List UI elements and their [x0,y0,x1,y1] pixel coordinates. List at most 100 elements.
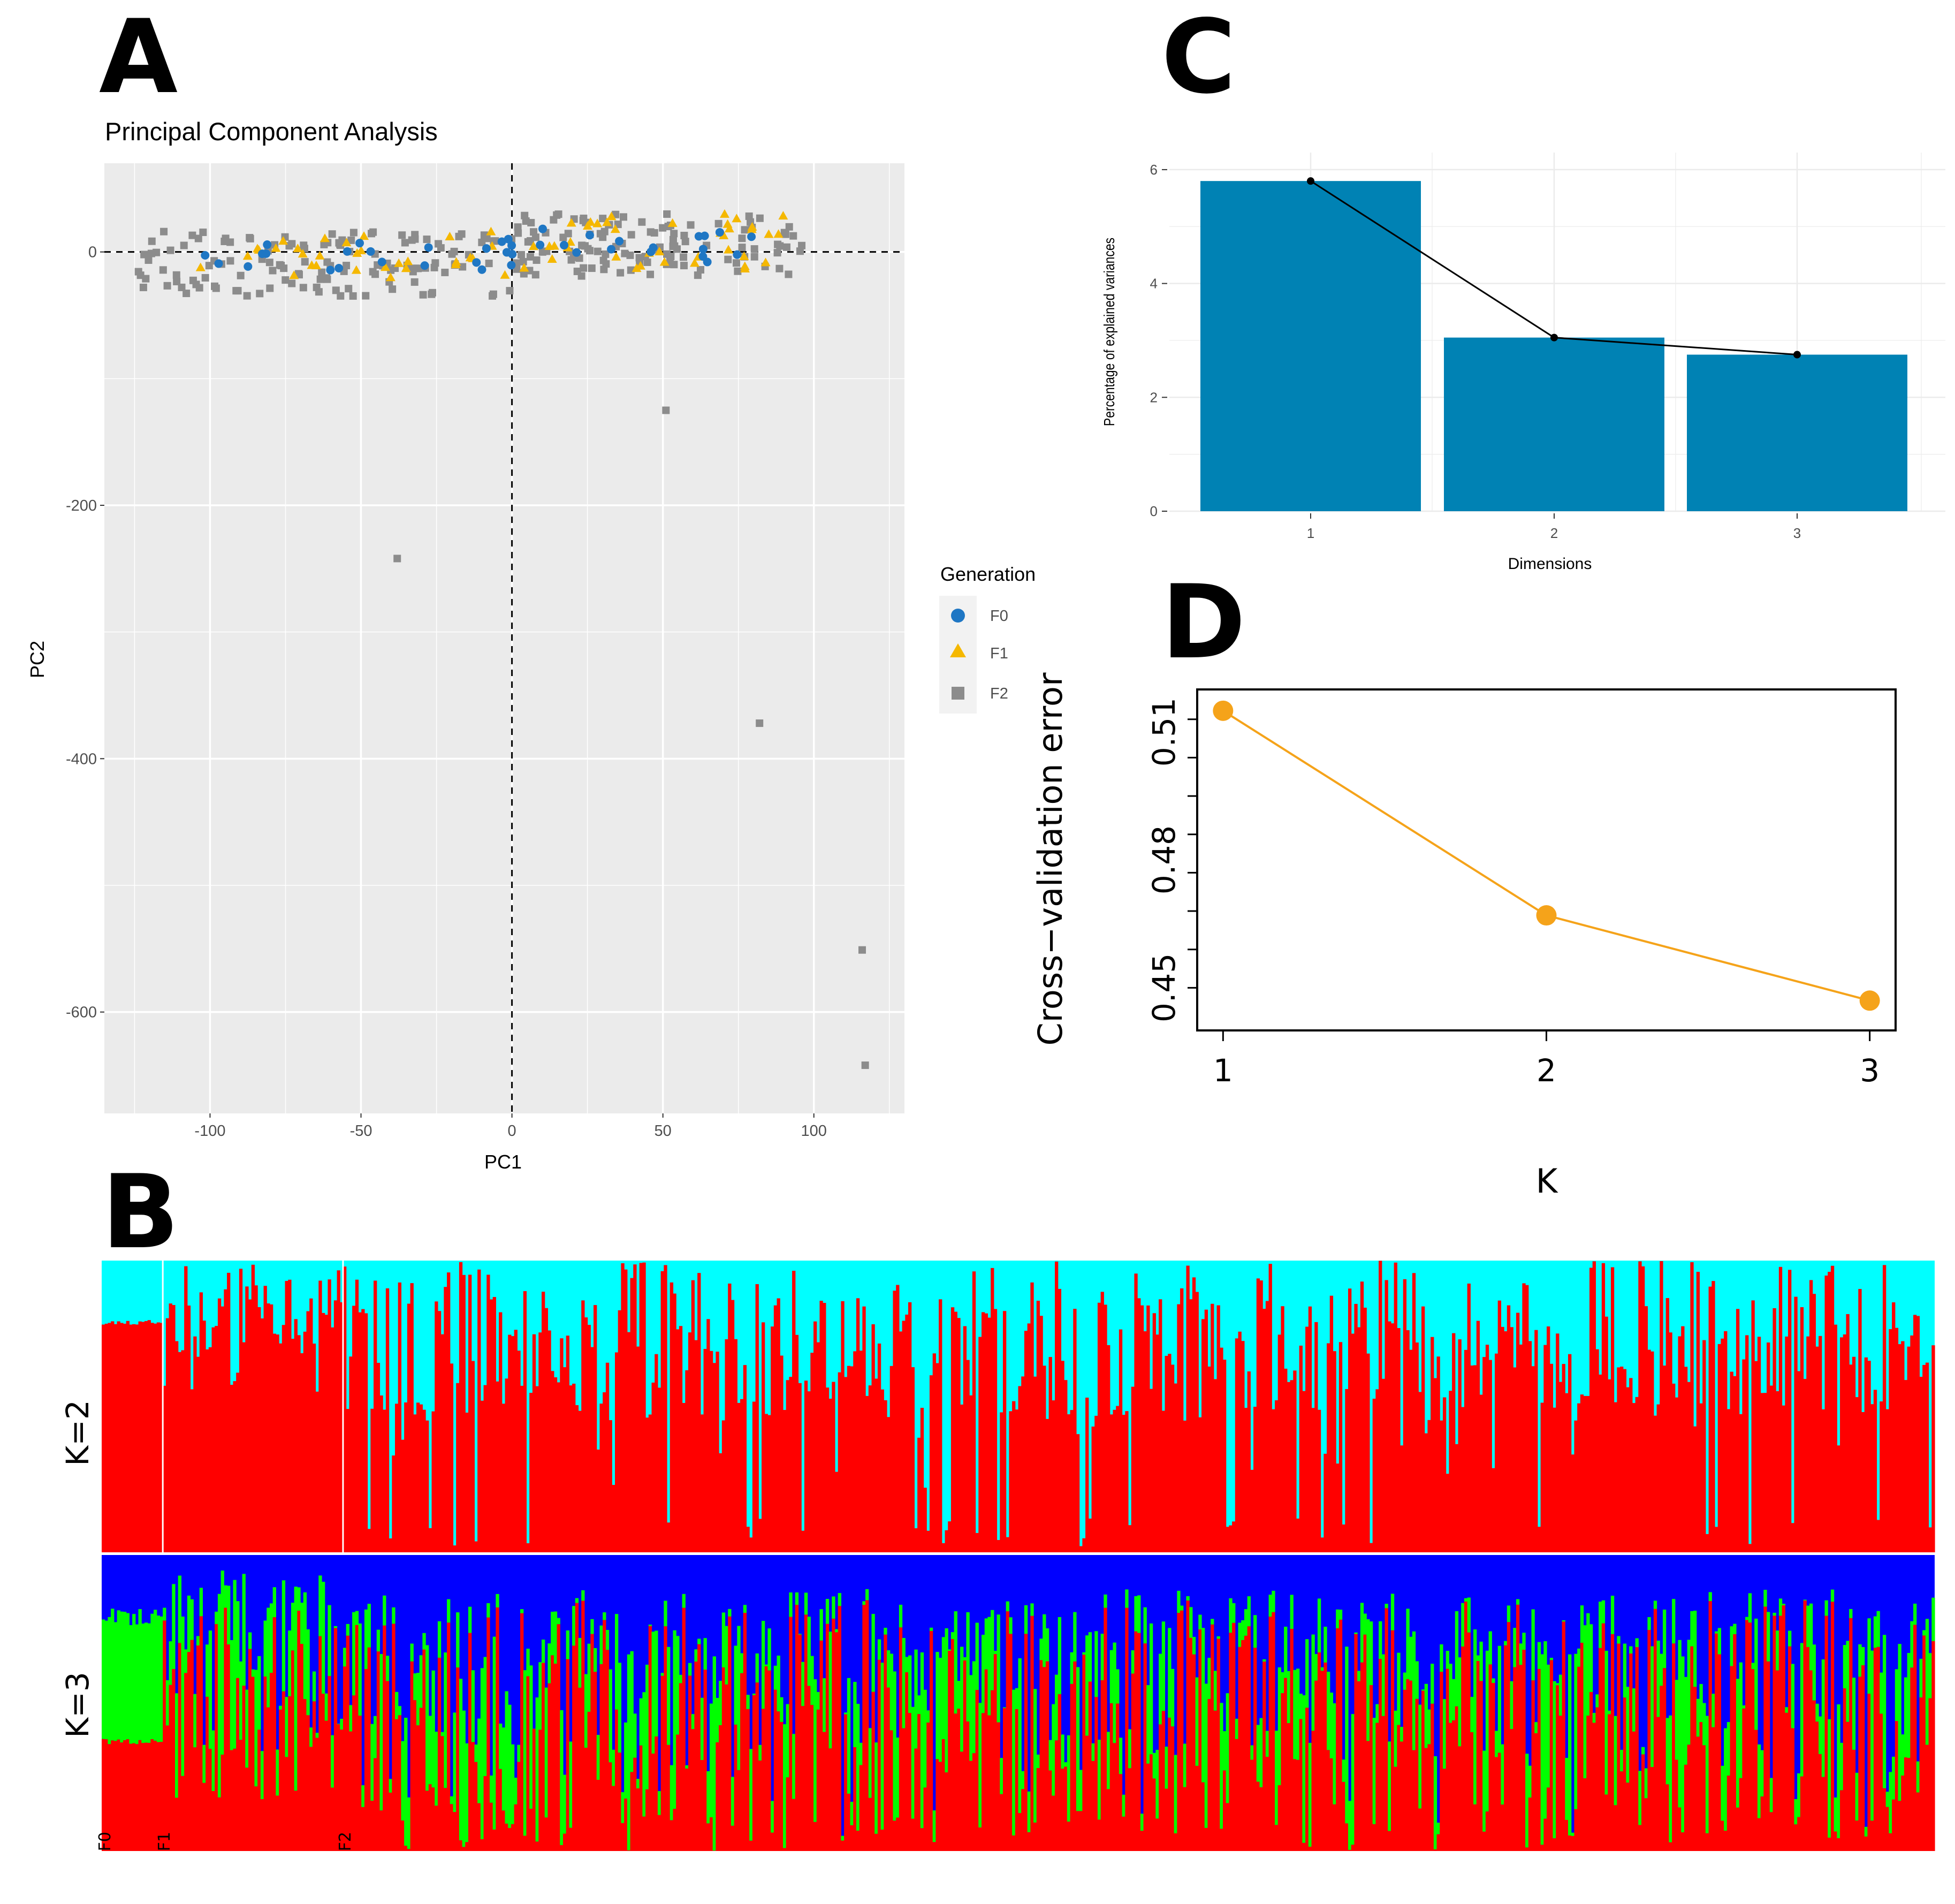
k3-bar-green [966,1612,970,1722]
pca-point-f1 [547,254,557,263]
k3-bar-red [1806,1647,1810,1851]
k2-bar-red [471,1361,475,1552]
k3-bar-green [1226,1693,1229,1803]
k3-bar-red [1149,1754,1153,1851]
k3-bar-green [716,1697,719,1742]
k3-bar-green [1357,1671,1361,1681]
k3-bar-red [1828,1838,1831,1851]
pca-point-f1 [385,272,395,282]
k3-bar-green [282,1580,286,1691]
k3-bar-red [987,1715,991,1851]
k2-bar-red [343,1266,347,1552]
k2-bar-red [780,1355,783,1552]
k3-bar-red [1440,1672,1443,1851]
k2-bar-red [1201,1319,1205,1552]
k2-bar-red [562,1367,567,1552]
k3-bar-green [1568,1654,1572,1835]
k3-bar-red [1024,1634,1028,1851]
pca-point-f2 [588,264,596,272]
k3-bar-green [542,1640,545,1663]
k2-bar-red [1363,1307,1367,1552]
k3-bar-red [954,1713,957,1851]
k2-bar-red [1678,1336,1682,1552]
k3-bar-red [428,1784,432,1851]
pca-point-f2 [211,282,219,290]
k2-bar-red [1617,1367,1621,1552]
k2-bar-red [896,1285,900,1552]
k3-bar-red [483,1776,487,1851]
k2-bar-red [1726,1409,1731,1552]
k3-bar-green [331,1735,334,1788]
k3-bar-green [1928,1653,1932,1698]
k2-bar-red [1244,1408,1248,1552]
k3-bar-red [343,1666,347,1851]
pca-point-f0 [715,227,724,237]
k3-bar-red [899,1627,903,1851]
k3-bar-green [352,1612,356,1696]
k3-bar-green [657,1791,661,1815]
k2-bar-red [1830,1265,1835,1552]
k3-bar-red [459,1840,463,1851]
k2-bar-red [825,1387,830,1552]
k3-bar-red [217,1797,222,1851]
k2-bar-red [908,1302,912,1552]
k3-bar-green [1302,1695,1306,1843]
pca-point-f2 [662,406,670,414]
k2-bar-red [721,1420,726,1552]
k2-bar-red [1400,1445,1404,1552]
k2-bar-red [893,1291,896,1552]
k2-bar-red [1641,1266,1645,1552]
k3-bar-green [1275,1731,1279,1825]
pca-point-f2 [620,213,628,221]
pca-point-f2 [166,246,174,254]
k2-bar-red [508,1334,512,1552]
pca-point-f2 [600,227,608,236]
pca-point-f2 [585,247,594,255]
pca-point-f0 [477,265,486,274]
pca-point-f1 [278,236,288,245]
k3-bar-red [206,1696,209,1851]
k2-bar-red [1565,1393,1569,1552]
pca-point-f0 [424,243,433,252]
k2-bar-red [1333,1351,1336,1552]
pca-point-f2 [734,267,742,275]
pca-point-f2 [775,264,783,272]
k2-bar-red [428,1528,432,1552]
k3-bar-green [1558,1674,1563,1716]
k3-bar-green [1715,1631,1718,1634]
k2-bar-red [624,1269,628,1552]
k3-bar-red [1672,1643,1676,1851]
k3-bar-green [721,1612,726,1667]
k3-bar-green [544,1687,549,1818]
k3-bar-red [1247,1626,1251,1851]
k3-bar-red [887,1687,891,1851]
k3-bar-red [272,1617,276,1851]
k3-bar-red [889,1730,894,1851]
k3-bar-green [874,1742,878,1834]
k2-bar-red [111,1321,115,1552]
k3-bar-red [975,1690,979,1851]
pca-point-f2 [182,290,191,298]
pca-legend: Generation F0 F1 F2 [939,563,1036,714]
pca-point-f2 [530,228,538,236]
pca-point-f2 [650,229,658,237]
pca-point-f0 [698,245,708,254]
k3-bar-red [908,1713,912,1851]
k2-bar-red [782,1410,787,1552]
k2-bar-red [453,1545,457,1552]
k3-bar-red [1647,1629,1651,1851]
k3-bar-red [966,1721,970,1851]
k3-bar-green [1033,1689,1037,1823]
k3-bar-green [1858,1644,1862,1677]
k2-bar-red [673,1293,676,1552]
k3-bar-red [1885,1807,1889,1851]
k2-bar-red [1338,1342,1343,1552]
k3-bar-green [1479,1641,1483,1681]
k2-bar-red [1614,1402,1617,1552]
k2-bar-red [945,1530,948,1552]
k3-bar-green [1623,1643,1627,1698]
k3-bar-green [410,1643,414,1662]
k2-bar-red [141,1322,145,1552]
k3-bar-red [660,1675,664,1851]
k2-bar-red [1128,1525,1132,1552]
